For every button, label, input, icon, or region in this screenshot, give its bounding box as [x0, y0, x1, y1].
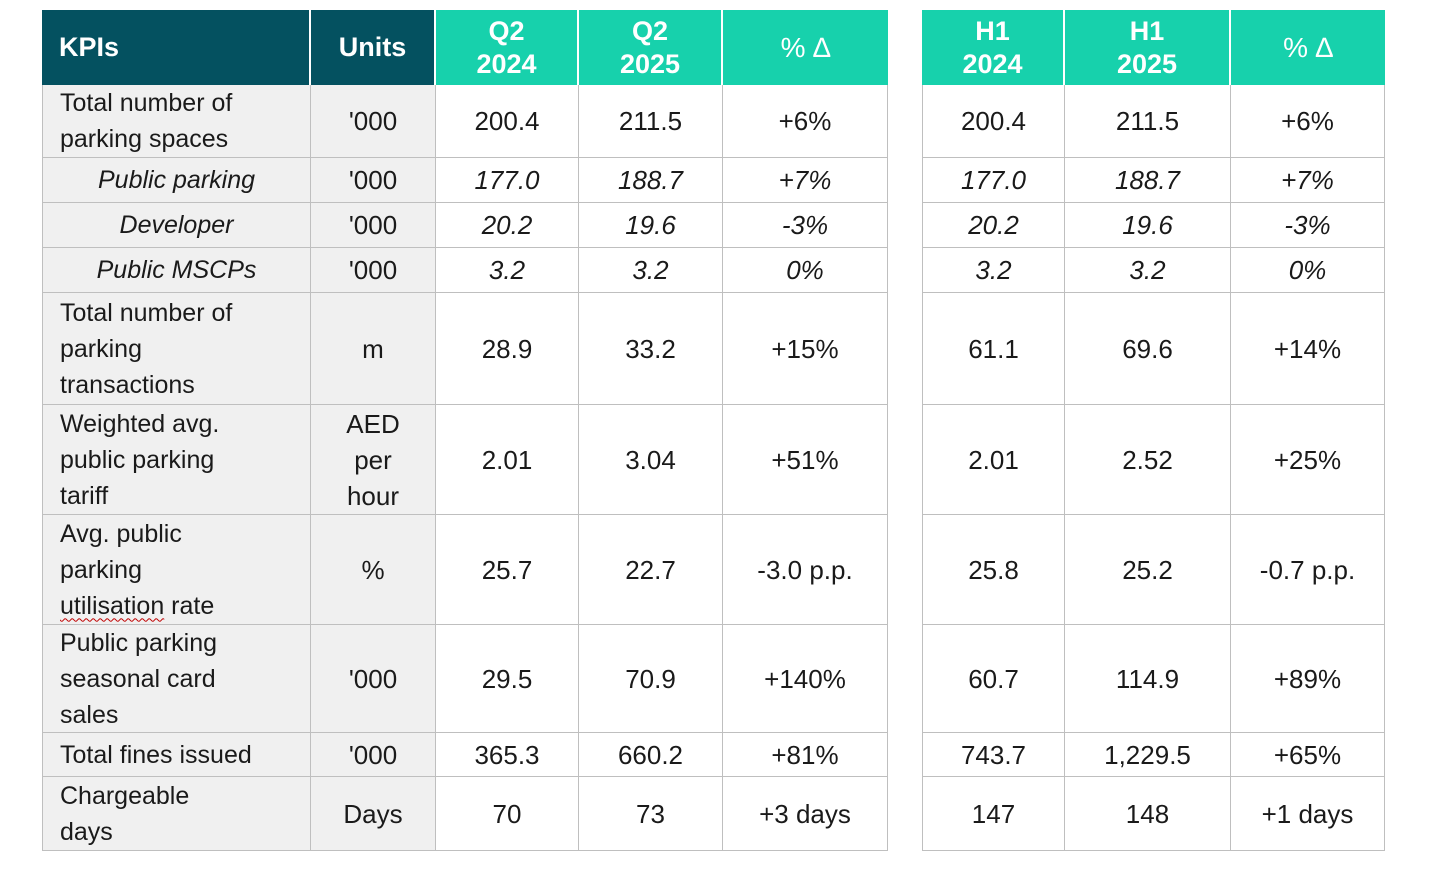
unit-cell: '000 [311, 248, 436, 293]
kpi-text: Avg. public parking utilisation rate [60, 516, 214, 624]
h1-2024-value: 60.7 [922, 625, 1065, 733]
header-h1-percent-delta: % ∆ [1231, 10, 1385, 85]
unit-cell: '000 [311, 85, 436, 158]
unit-cell: % [311, 515, 436, 625]
h1-2025-value: 69.6 [1065, 293, 1231, 405]
q2-2024-value: 28.9 [436, 293, 579, 405]
q2-delta-value: +3 days [723, 777, 888, 851]
q2-2024-value: 29.5 [436, 625, 579, 733]
q2-2025-value: 70.9 [579, 625, 723, 733]
q2-2025-value: 188.7 [579, 158, 723, 203]
h1-2024-value: 743.7 [922, 733, 1065, 777]
parking-kpi-table: KPIs Units Q2 2024 Q2 2025 % ∆ H1 2024 H… [42, 10, 1385, 851]
q2-delta-value: 0% [723, 248, 888, 293]
q2-delta-value: -3% [723, 203, 888, 248]
q2-delta-value: +140% [723, 625, 888, 733]
h1-2024-value: 3.2 [922, 248, 1065, 293]
h1-delta-value: 0% [1231, 248, 1385, 293]
q2-delta-value: -3.0 p.p. [723, 515, 888, 625]
q2-2024-value: 365.3 [436, 733, 579, 777]
h1-2024-value: 25.8 [922, 515, 1065, 625]
h1-delta-value: +6% [1231, 85, 1385, 158]
h1-delta-value: +25% [1231, 405, 1385, 515]
q2-2024-value: 20.2 [436, 203, 579, 248]
h1-2025-value: 2.52 [1065, 405, 1231, 515]
h1-2024-value: 147 [922, 777, 1065, 851]
kpi-label-parking-tariff: Weighted avg. public parking tariff [42, 405, 311, 515]
h1-delta-value: +1 days [1231, 777, 1385, 851]
q2-2025-value: 22.7 [579, 515, 723, 625]
q2-delta-value: +7% [723, 158, 888, 203]
q2-2025-value: 73 [579, 777, 723, 851]
q2-2025-value: 3.04 [579, 405, 723, 515]
kpi-label-public-mscps: Public MSCPs [42, 248, 311, 293]
q2-delta-value: +6% [723, 85, 888, 158]
h1-2024-value: 200.4 [922, 85, 1065, 158]
h1-delta-value: +65% [1231, 733, 1385, 777]
h1-2025-value: 188.7 [1065, 158, 1231, 203]
h1-delta-value: -3% [1231, 203, 1385, 248]
unit-cell: Days [311, 777, 436, 851]
q2-2025-value: 211.5 [579, 85, 723, 158]
h1-delta-value: +14% [1231, 293, 1385, 405]
q2-delta-value: +51% [723, 405, 888, 515]
q2-2025-value: 33.2 [579, 293, 723, 405]
q2-2024-value: 70 [436, 777, 579, 851]
h1-2025-value: 3.2 [1065, 248, 1231, 293]
unit-cell: AED per hour [311, 405, 436, 515]
kpi-label-total-fines: Total fines issued [42, 733, 311, 777]
h1-2025-value: 211.5 [1065, 85, 1231, 158]
q2-2024-value: 177.0 [436, 158, 579, 203]
h1-2025-value: 19.6 [1065, 203, 1231, 248]
unit-cell: m [311, 293, 436, 405]
q2-2024-value: 2.01 [436, 405, 579, 515]
q2-2025-value: 660.2 [579, 733, 723, 777]
header-units: Units [311, 10, 436, 85]
unit-cell: '000 [311, 158, 436, 203]
q2-delta-value: +81% [723, 733, 888, 777]
h1-delta-value: -0.7 p.p. [1231, 515, 1385, 625]
h1-2025-value: 1,229.5 [1065, 733, 1231, 777]
q2-2025-value: 3.2 [579, 248, 723, 293]
h1-delta-value: +89% [1231, 625, 1385, 733]
header-q2-2025: Q2 2025 [579, 10, 723, 85]
kpi-label-parking-spaces: Total number of parking spaces [42, 85, 311, 158]
kpi-label-seasonal-card-sales: Public parking seasonal card sales [42, 625, 311, 733]
header-kpis: KPIs [42, 10, 311, 85]
q2-2024-value: 25.7 [436, 515, 579, 625]
h1-delta-value: +7% [1231, 158, 1385, 203]
h1-2025-value: 148 [1065, 777, 1231, 851]
header-h1-2024: H1 2024 [922, 10, 1065, 85]
kpi-label-chargeable-days: Chargeable days [42, 777, 311, 851]
kpi-text-part: Avg. public parking [60, 519, 182, 584]
kpi-label-utilisation-rate: Avg. public parking utilisation rate [42, 515, 311, 625]
h1-2024-value: 2.01 [922, 405, 1065, 515]
q2-2024-value: 200.4 [436, 85, 579, 158]
kpi-label-parking-transactions: Total number of parking transactions [42, 293, 311, 405]
kpi-label-developer: Developer [42, 203, 311, 248]
q2-delta-value: +15% [723, 293, 888, 405]
q2-2025-value: 19.6 [579, 203, 723, 248]
unit-cell: '000 [311, 625, 436, 733]
kpi-text-misspelled: utilisation [60, 591, 165, 620]
kpi-label-public-parking: Public parking [42, 158, 311, 203]
kpi-text-part: rate [164, 591, 215, 620]
h1-2024-value: 61.1 [922, 293, 1065, 405]
h1-2025-value: 114.9 [1065, 625, 1231, 733]
header-q2-2024: Q2 2024 [436, 10, 579, 85]
unit-cell: '000 [311, 203, 436, 248]
table-gap-divider [888, 10, 922, 851]
h1-2024-value: 20.2 [922, 203, 1065, 248]
h1-2024-value: 177.0 [922, 158, 1065, 203]
h1-2025-value: 25.2 [1065, 515, 1231, 625]
unit-cell: '000 [311, 733, 436, 777]
q2-2024-value: 3.2 [436, 248, 579, 293]
header-q2-percent-delta: % ∆ [723, 10, 888, 85]
header-h1-2025: H1 2025 [1065, 10, 1231, 85]
